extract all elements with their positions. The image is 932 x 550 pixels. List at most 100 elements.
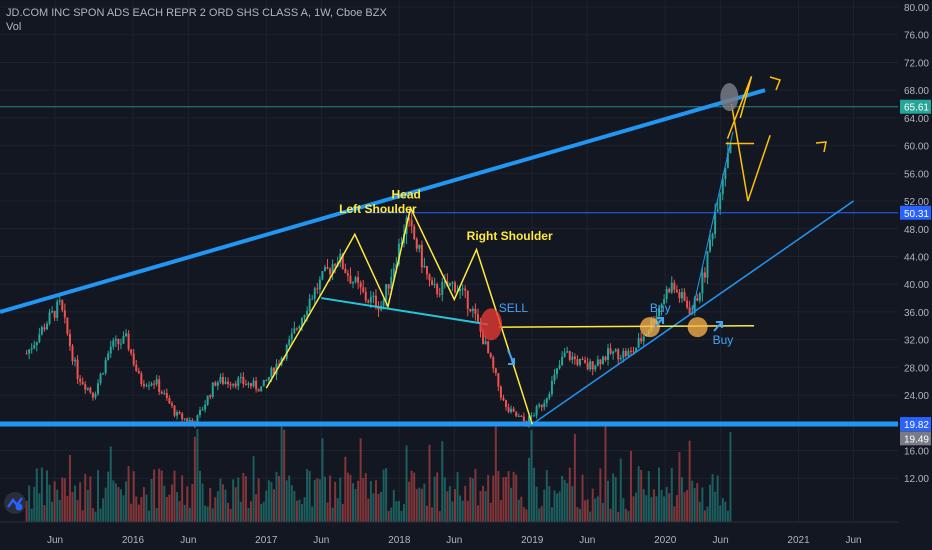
candle-body [431,280,434,285]
volume-bar [461,500,464,522]
volume-bar [706,506,709,522]
candle-body [543,403,546,408]
volume-bar [673,506,676,522]
candle-body [571,356,574,360]
x-axis: Jun 2016 Jun 2017 Jun 2018 Jun 2019 Jun 2020 Jun 20… [0,521,898,550]
volume-bar [354,489,357,522]
volume-bar [275,471,278,522]
candle-body [209,395,212,397]
volume-bar [482,485,485,522]
volume-bar [45,470,48,522]
volume-bar [173,470,176,522]
volume-bar [709,484,712,522]
volume-bar [323,476,326,522]
candle-body [33,345,36,349]
candle-body [349,275,352,284]
volume-bar [237,477,240,522]
candle-body [696,298,699,301]
volume-bar [107,471,110,522]
candle-body [311,298,314,300]
candle-body [451,282,454,284]
candle-body [729,143,732,153]
candle-body [158,379,161,392]
volume-bar [25,501,28,522]
candle-body [66,317,69,334]
volume-bar [716,475,719,522]
candle-body [609,348,612,354]
candle-body [288,339,291,345]
candle-body [170,403,173,406]
candle-body [94,393,97,398]
volume-bar [102,498,105,522]
candle-body [719,194,722,210]
volume-bar [607,480,610,522]
volume-bar [658,467,661,522]
candle-body [576,359,579,365]
volume-bar [627,511,630,522]
symbol-title: JD.COM INC SPON ADS EACH REPR 2 ORD SHS … [6,7,387,19]
candle-body [599,359,602,365]
candle-body [53,310,56,318]
candle-body [550,380,553,394]
volume-bar [74,485,77,522]
volume-bar [331,507,334,522]
price-tag-label: 19.82 [904,420,929,431]
volume-bar [51,501,54,522]
volume-bar [346,472,349,522]
volume-bar [209,488,212,522]
volume-bar [339,477,342,522]
volume-bar [599,468,602,522]
candle-body [316,288,319,290]
buy-arrow-icon [713,321,723,332]
volume-bar [492,475,495,522]
candle-body [372,295,375,297]
volume-bar [691,480,694,522]
candle-body [117,338,120,345]
candle-body [232,383,235,386]
volume-indicator-label[interactable]: Vol [6,21,22,33]
price-tag [900,99,931,114]
candle-body [86,387,89,390]
candle-body [566,351,569,353]
buy-arrow-icon [654,317,664,328]
candle-body [494,368,497,374]
candle-body [247,383,250,385]
candle-body [28,349,31,354]
volume-bar [63,478,66,522]
candle-body [313,288,316,299]
candle-body [260,386,263,392]
volume-bar [448,486,451,522]
candle-body [25,353,28,355]
candle-body [464,288,467,291]
candle-body [341,253,344,269]
volume-bar [313,479,316,522]
y-tick-label: 72.00 [904,58,929,69]
volume-bar [127,466,130,522]
volume-bar [675,495,678,522]
candle-body [354,277,357,283]
volume-bar [617,511,620,522]
y-tick-label: 16.00 [904,447,929,458]
volume-bar [193,436,196,522]
volume-bar [357,480,360,522]
volume-bar [234,487,237,522]
volume-bar [367,498,370,522]
candle-body [617,349,620,360]
volume-bar [267,480,270,522]
volume-bar [326,502,329,522]
volume-bar [520,496,523,522]
volume-bar [576,507,579,522]
candle-body [660,304,663,308]
volume-bar [428,444,431,522]
price-tag-label: 19.49 [904,434,929,445]
volume-bar [117,487,120,522]
volume-bar [247,507,250,522]
candle-body [140,373,143,384]
candle-body [201,409,204,411]
volume-bar [201,483,204,522]
annotation-label: SELL [499,301,529,315]
rally-trendline [691,131,734,313]
candle-body [91,392,94,398]
resistance-trendline [0,88,766,314]
